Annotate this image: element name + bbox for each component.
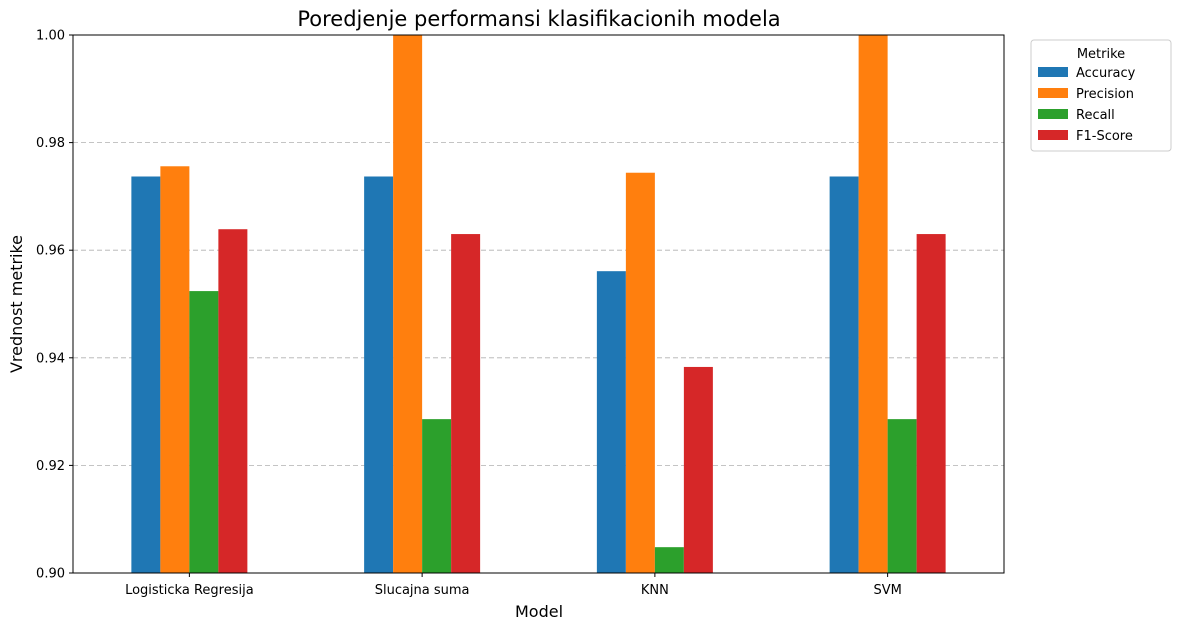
- y-tick-label: 0.92: [36, 459, 65, 474]
- legend-swatch: [1038, 109, 1068, 119]
- bars: [131, 35, 946, 573]
- bar-accuracy: [596, 271, 626, 573]
- bar-precision: [160, 166, 190, 573]
- plot-frame: [72, 34, 1005, 574]
- legend: Metrike Accuracy Precision Recall F1-Score: [1030, 39, 1172, 152]
- x-axis-title: Model: [515, 602, 563, 621]
- bar-f1-score: [218, 229, 248, 573]
- bar-accuracy: [364, 176, 394, 573]
- x-tick-label: Logisticka Regresija: [125, 583, 254, 598]
- x-tick-label: Slucajna suma: [375, 583, 470, 598]
- y-tick-label: 0.98: [36, 136, 65, 151]
- y-axis-title: Vrednost metrike: [7, 235, 26, 373]
- bar-f1-score: [451, 234, 481, 573]
- bar-precision: [858, 35, 888, 573]
- bar-recall: [654, 547, 684, 573]
- x-tick-label: SVM: [873, 583, 901, 598]
- y-axis: 0.90 0.92 0.94 0.96 0.98 1.00: [36, 29, 73, 582]
- bar-f1-score: [683, 366, 713, 573]
- legend-label: Recall: [1076, 108, 1115, 123]
- legend-label: Precision: [1076, 87, 1134, 102]
- legend-label: F1-Score: [1076, 129, 1133, 144]
- y-tick-label: 0.96: [36, 244, 65, 259]
- x-axis: Logisticka Regresija Slucajna suma KNN SVM: [125, 573, 902, 598]
- bar-f1-score: [916, 234, 946, 573]
- bar-accuracy: [131, 176, 161, 573]
- legend-label: Accuracy: [1076, 66, 1136, 81]
- legend-swatch: [1038, 88, 1068, 98]
- y-tick-label: 0.90: [36, 567, 65, 582]
- legend-items: Accuracy Precision Recall F1-Score: [1038, 66, 1136, 144]
- legend-title: Metrike: [1077, 47, 1125, 62]
- bar-precision: [393, 35, 423, 573]
- legend-swatch: [1038, 67, 1068, 77]
- y-tick-label: 1.00: [36, 29, 65, 44]
- legend-swatch: [1038, 130, 1068, 140]
- y-tick-label: 0.94: [36, 351, 65, 366]
- chart-title: Poredjenje performansi klasifikacionih m…: [297, 7, 780, 31]
- bar-recall: [887, 419, 917, 573]
- bar-accuracy: [829, 176, 859, 573]
- bar-precision: [625, 172, 655, 573]
- bar-recall: [422, 419, 452, 573]
- bar-recall: [189, 291, 219, 573]
- x-tick-label: KNN: [641, 583, 669, 598]
